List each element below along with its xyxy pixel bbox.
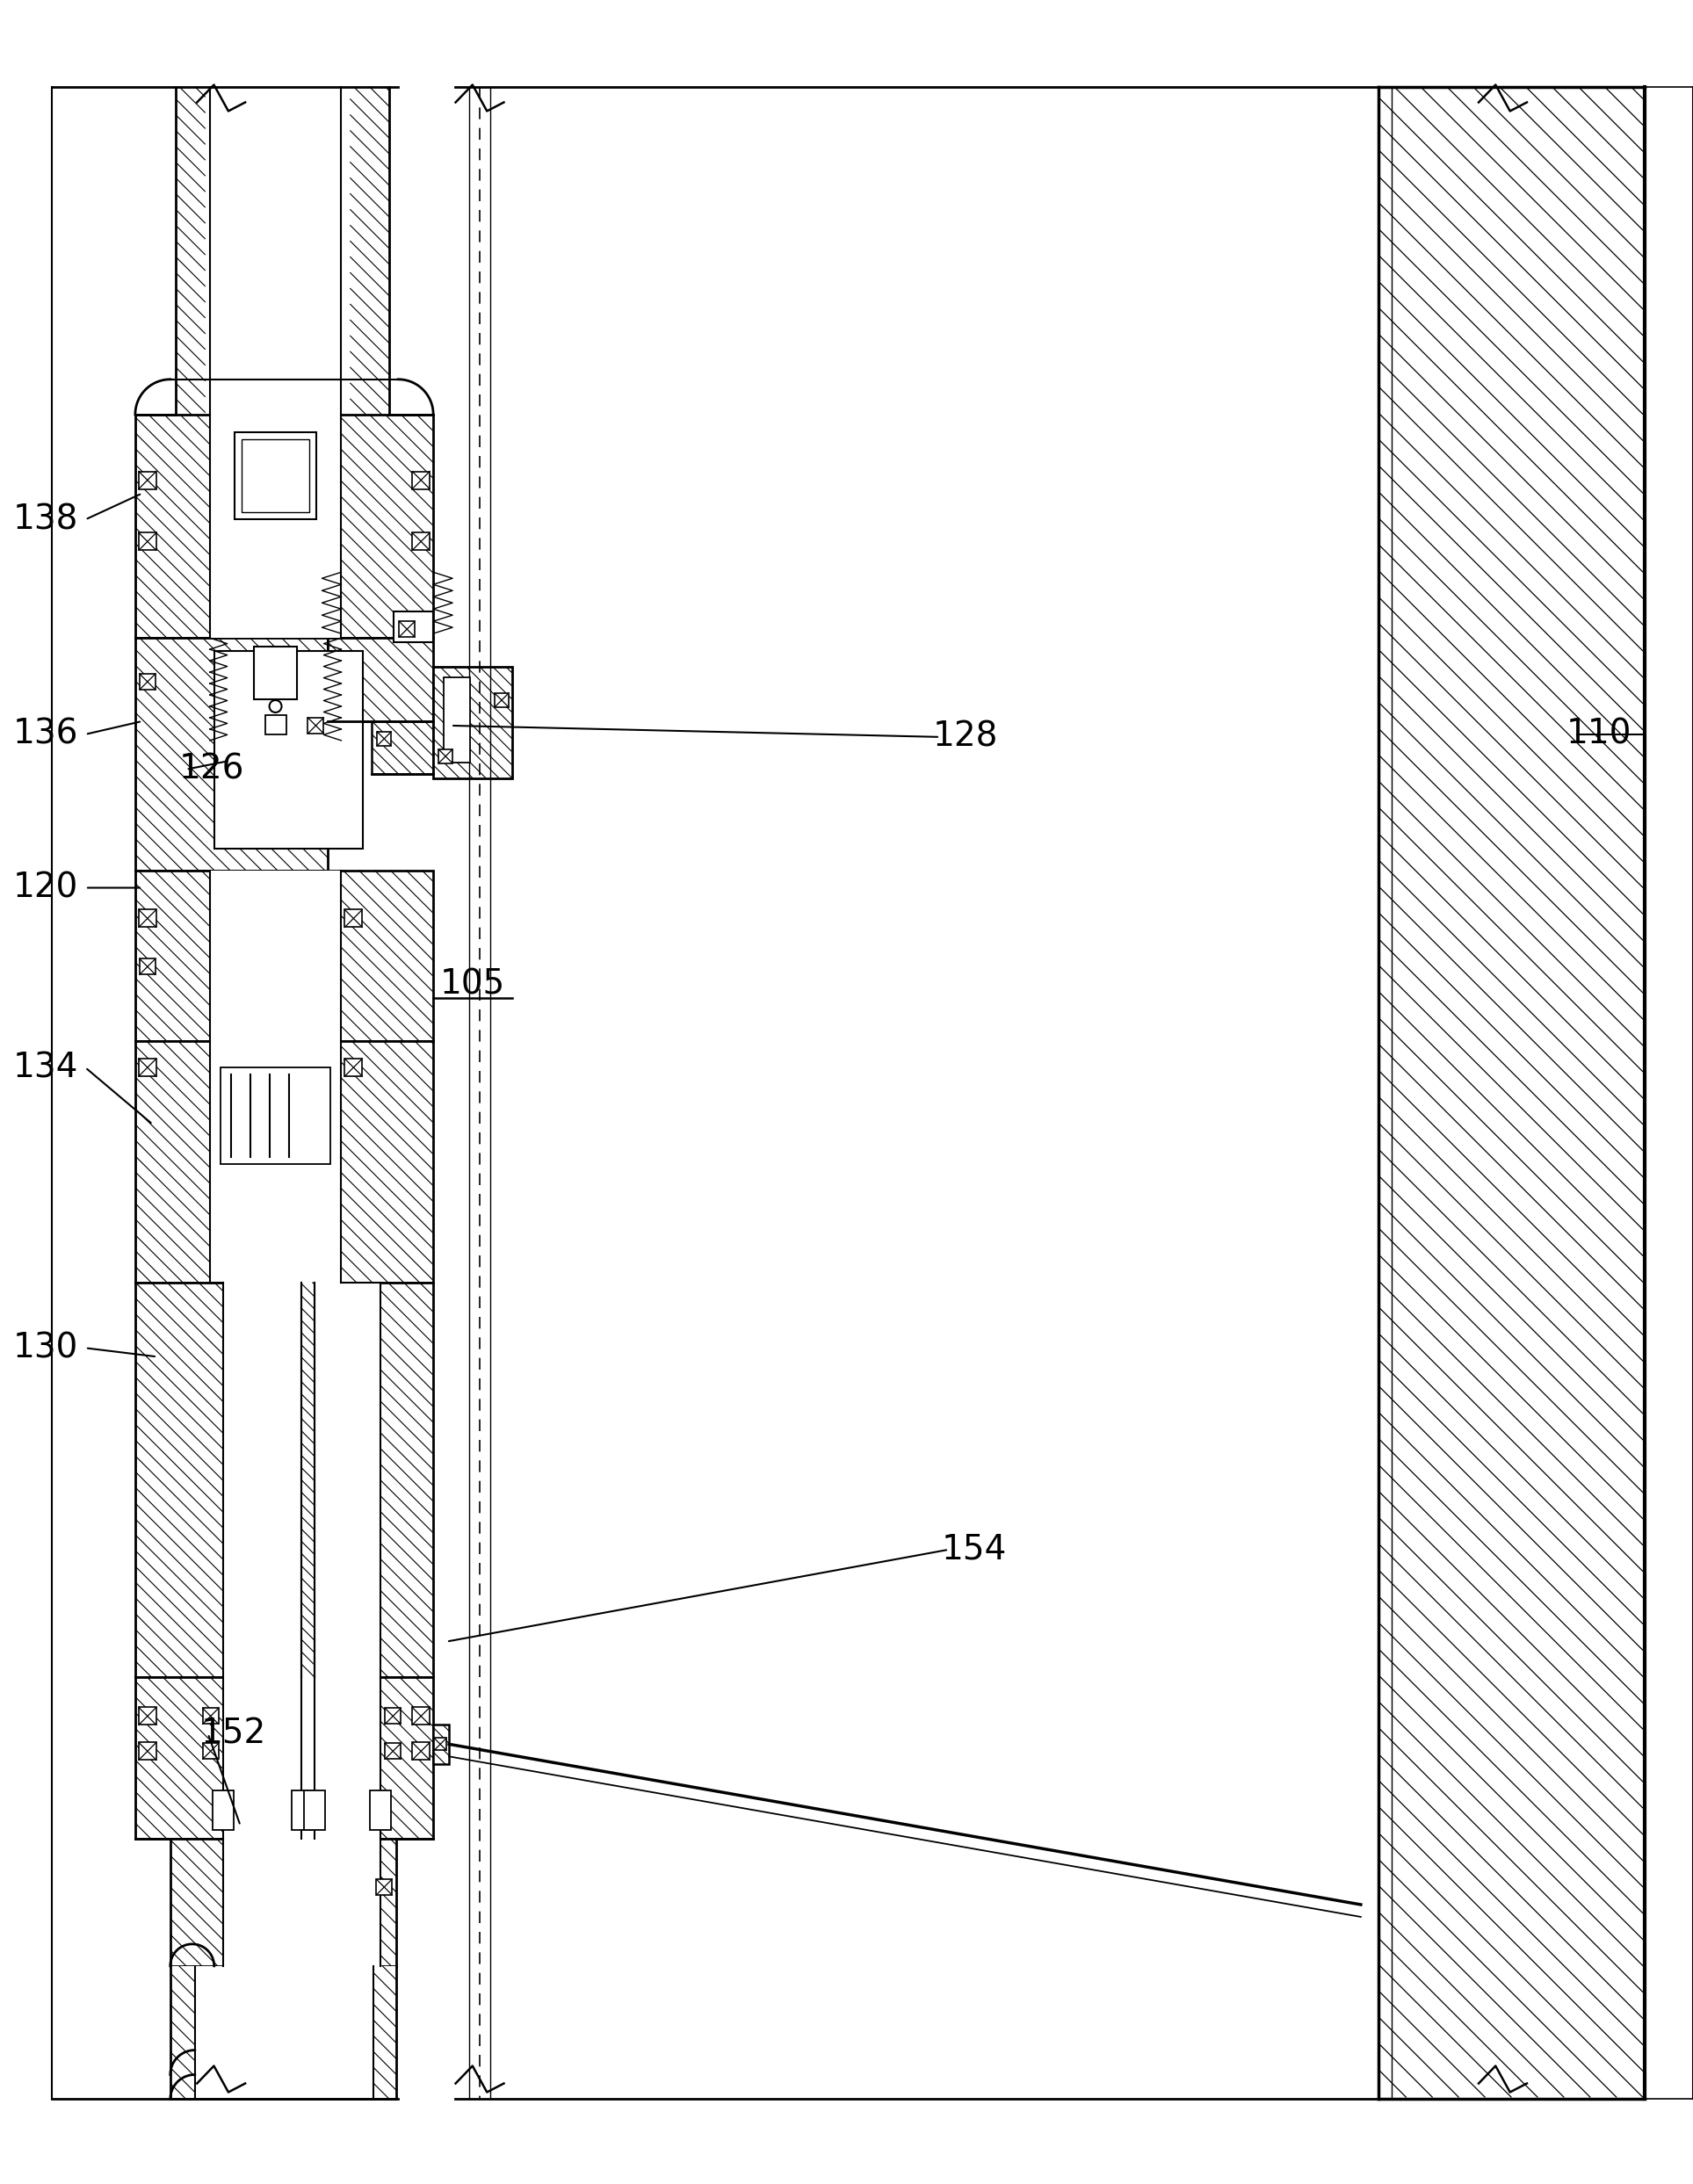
Polygon shape <box>210 415 342 638</box>
Polygon shape <box>139 533 156 550</box>
Polygon shape <box>139 1708 156 1725</box>
Polygon shape <box>433 1738 447 1749</box>
Polygon shape <box>378 732 391 745</box>
Text: 120: 120 <box>14 871 78 904</box>
Polygon shape <box>433 666 513 778</box>
Polygon shape <box>345 1059 362 1077</box>
Polygon shape <box>494 692 508 708</box>
Text: 128: 128 <box>933 721 999 753</box>
Text: 130: 130 <box>14 1332 78 1365</box>
Text: 138: 138 <box>14 502 78 537</box>
Polygon shape <box>291 1791 312 1830</box>
Polygon shape <box>171 1966 195 2099</box>
Polygon shape <box>139 472 156 489</box>
Polygon shape <box>374 1966 396 2099</box>
Polygon shape <box>301 1282 315 1677</box>
Polygon shape <box>135 1677 433 1839</box>
Polygon shape <box>135 1042 433 1282</box>
Polygon shape <box>210 1042 342 1282</box>
Polygon shape <box>203 1708 218 1723</box>
Text: 126: 126 <box>179 753 244 786</box>
Polygon shape <box>433 1725 449 1765</box>
Polygon shape <box>411 472 430 489</box>
Text: 134: 134 <box>14 1051 78 1083</box>
Polygon shape <box>400 620 415 638</box>
Polygon shape <box>411 1743 430 1760</box>
Polygon shape <box>350 87 389 415</box>
Polygon shape <box>212 1791 234 1830</box>
Polygon shape <box>444 677 471 762</box>
Polygon shape <box>223 1677 381 1839</box>
Polygon shape <box>139 1743 156 1760</box>
Polygon shape <box>242 439 310 513</box>
Polygon shape <box>438 749 452 762</box>
Polygon shape <box>135 638 328 869</box>
Polygon shape <box>139 911 156 928</box>
Polygon shape <box>203 1743 218 1758</box>
Polygon shape <box>411 533 430 550</box>
Polygon shape <box>171 1839 396 1966</box>
Polygon shape <box>1380 87 1642 2097</box>
Polygon shape <box>254 646 298 699</box>
Polygon shape <box>135 1282 433 1677</box>
Polygon shape <box>135 869 433 1042</box>
Polygon shape <box>371 1791 391 1830</box>
Polygon shape <box>384 1743 401 1758</box>
Polygon shape <box>210 87 342 415</box>
Polygon shape <box>223 1282 381 1677</box>
Polygon shape <box>394 612 433 642</box>
Text: 154: 154 <box>941 1533 1007 1566</box>
Polygon shape <box>266 714 286 734</box>
Text: 136: 136 <box>14 719 78 751</box>
Polygon shape <box>308 719 323 734</box>
Polygon shape <box>372 721 433 773</box>
Polygon shape <box>223 1839 381 1966</box>
Polygon shape <box>220 1068 330 1164</box>
Text: 105: 105 <box>440 968 505 1000</box>
Polygon shape <box>376 1878 393 1896</box>
Polygon shape <box>135 415 433 638</box>
Polygon shape <box>234 432 317 520</box>
Polygon shape <box>345 911 362 928</box>
Polygon shape <box>139 1059 156 1077</box>
Polygon shape <box>176 87 205 415</box>
Polygon shape <box>139 959 156 974</box>
Polygon shape <box>328 638 433 721</box>
Polygon shape <box>210 869 342 1042</box>
Polygon shape <box>411 1708 430 1725</box>
Polygon shape <box>305 1791 325 1830</box>
Text: 110: 110 <box>1566 719 1632 751</box>
Polygon shape <box>213 651 362 847</box>
Polygon shape <box>384 1708 401 1723</box>
Polygon shape <box>139 675 156 690</box>
Text: 152: 152 <box>201 1717 266 1749</box>
Polygon shape <box>195 1966 374 2099</box>
